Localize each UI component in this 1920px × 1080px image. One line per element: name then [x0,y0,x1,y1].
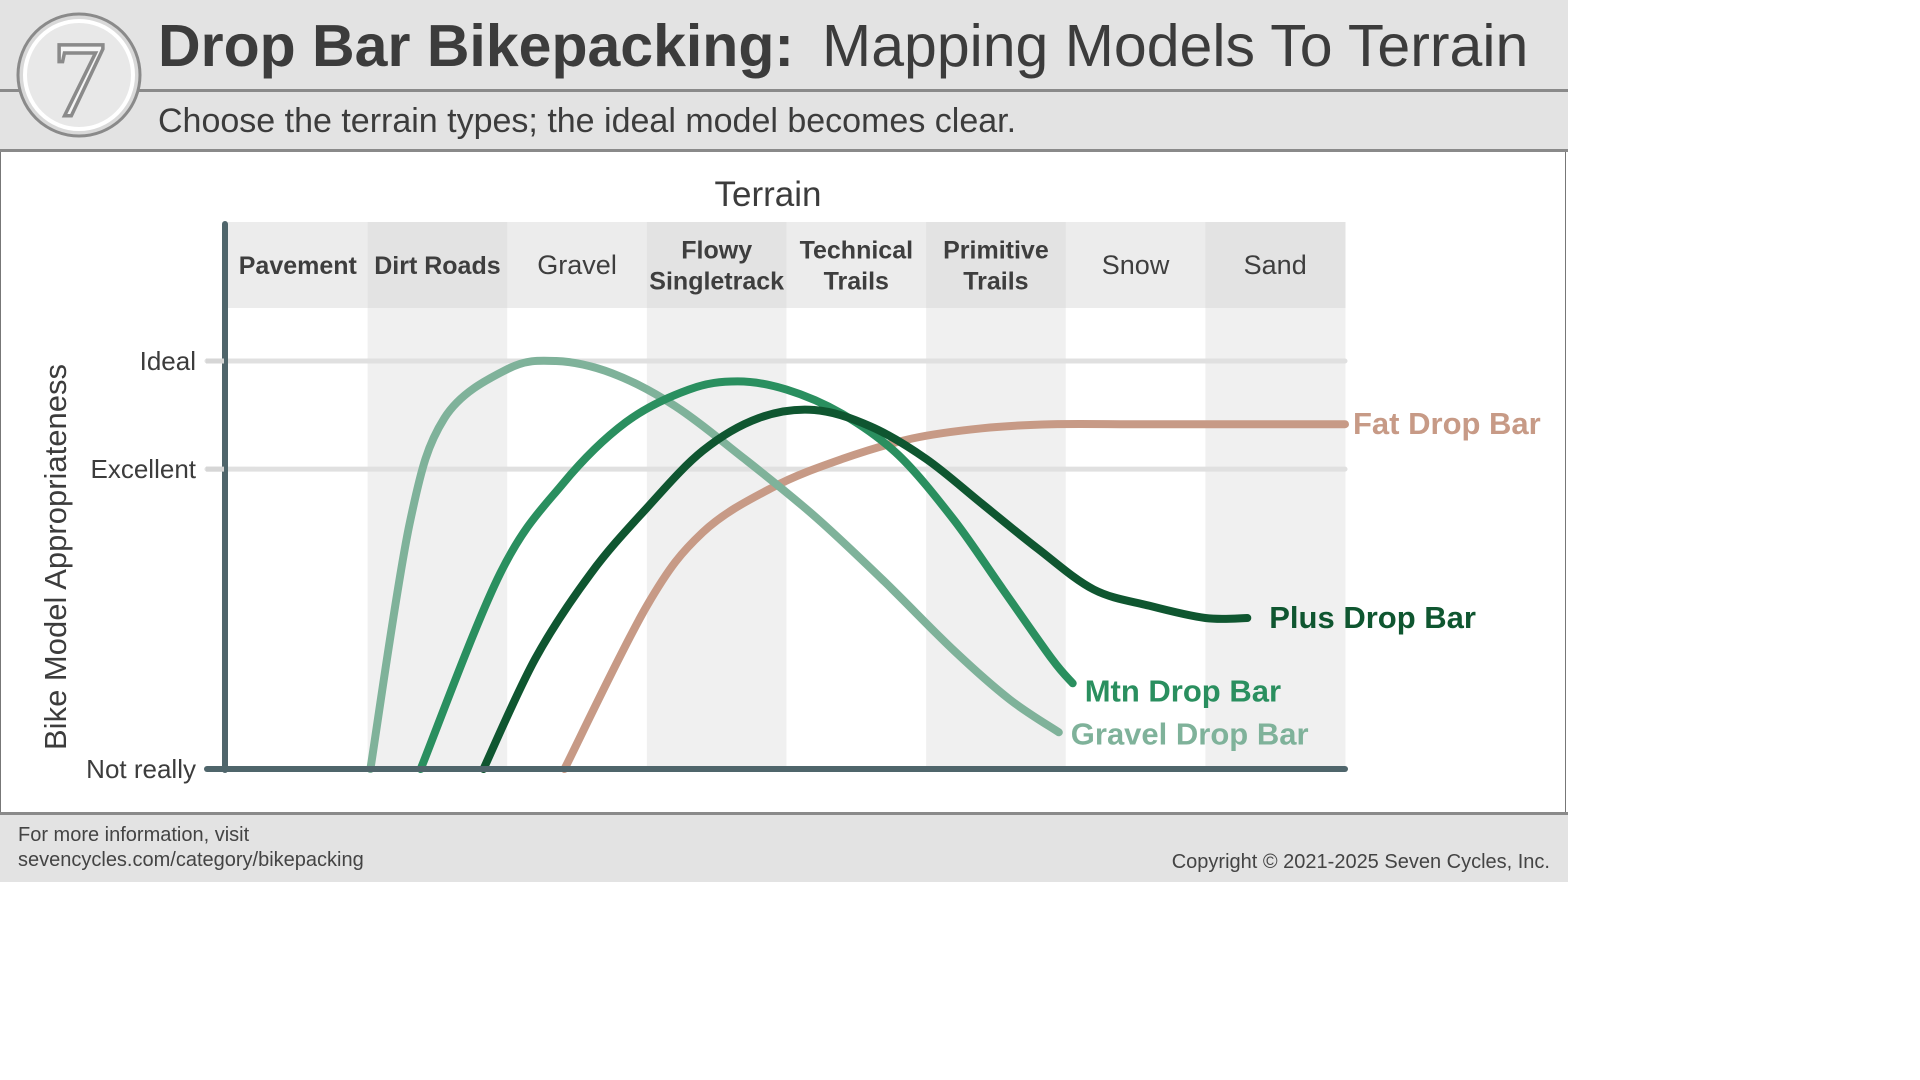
terrain-header-cell [367,222,508,308]
grid-lines [204,358,1348,472]
series-labels: Gravel Drop Bar Mtn Drop Bar Plus Drop Bar… [1071,406,1541,751]
seven-logo-icon: 7 [16,12,142,138]
header: 7 Drop Bar Bikepacking: Mapping Models To… [0,0,1568,152]
y-tick-label: Not really [86,754,196,784]
page-subtitle: Choose the terrain types; the ideal mode… [158,102,1017,140]
series-label: Gravel Drop Bar [1071,716,1309,751]
terrain-label: Dirt Roads [374,252,500,280]
y-axis-title: Bike Model Appropriateness [38,364,73,750]
footer-link[interactable]: sevencycles.com/category/bikepacking [18,849,364,871]
terrain-label: Singletrack [649,268,784,296]
terrain-label: Sand [1244,250,1307,280]
series-label: Fat Drop Bar [1353,406,1541,441]
series-line-mtn-drop-bar [416,377,1077,773]
terrain-band [926,308,1067,769]
y-axis-tick-labels: Not really Excellent Ideal [86,346,224,784]
terrain-header-cell [646,222,787,308]
terrain-band [1065,308,1206,769]
terrain-label: Pavement [239,252,358,280]
terrain-band [228,308,369,769]
terrain-label: Trails [824,268,889,296]
terrain-label: Primitive [943,237,1049,265]
terrain-label: Flowy [681,237,752,265]
y-tick-label: Ideal [140,346,196,376]
title-bold: Drop Bar Bikepacking: [158,13,795,79]
series-line-plus-drop-bar [479,405,1252,773]
series-label: Plus Drop Bar [1269,600,1476,635]
logo-glyph: 7 [52,21,106,138]
copyright: Copyright © 2021-2025 Seven Cycles, Inc. [1171,851,1550,873]
terrain-bands [228,222,1346,769]
footer-info-line1: For more information, visit [18,824,250,846]
terrain-band [646,308,787,769]
title-rest: Mapping Models To Terrain [822,13,1529,79]
series-label: Mtn Drop Bar [1085,673,1281,708]
terrain-band [786,308,927,769]
terrain-header-cell [507,222,648,308]
header-divider [0,89,1568,92]
terrain-header-cell [228,222,369,308]
terrain-chart: Pavement Dirt Roads Gravel Flowy Singletrack… [38,175,1541,784]
page-title: Drop Bar Bikepacking: Mapping Models To T… [158,6,1528,86]
terrain-label: Technical [800,237,913,265]
terrain-header-cell [1205,222,1346,308]
series-lines [366,356,1349,773]
footer-info: For more information, visit sevencycles.… [18,823,364,873]
terrain-label: Trails [963,268,1028,296]
y-tick-label: Excellent [91,454,197,484]
terrain-band [1205,308,1346,769]
terrain-column-labels: Pavement Dirt Roads Gravel Flowy Singletrack… [239,237,1307,296]
axes [204,221,1348,773]
terrain-label: Gravel [537,250,617,280]
terrain-header-cell [926,222,1067,308]
footer: For more information, visit sevencycles.… [0,812,1568,882]
terrain-label: Snow [1102,250,1170,280]
x-axis-title: Terrain [715,175,822,214]
terrain-header-cell [786,222,927,308]
series-line-fat-drop-bar [560,419,1349,773]
terrain-header-cell [1065,222,1206,308]
